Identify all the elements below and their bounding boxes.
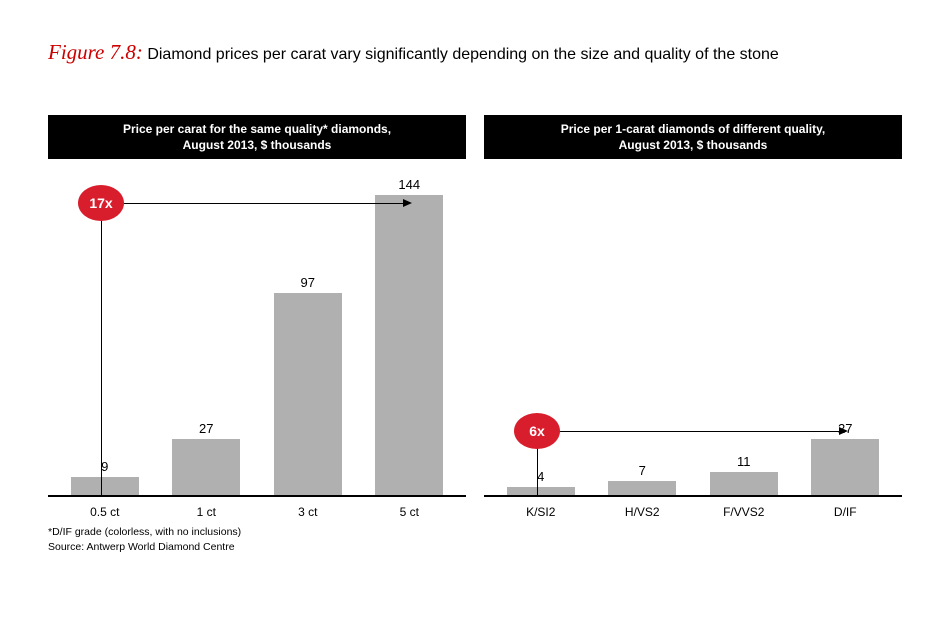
left-vertical-line (101, 203, 102, 497)
right-bars-container: 471127 (484, 197, 902, 497)
bar (274, 293, 342, 495)
right-arrow-line (544, 431, 839, 432)
x-axis-label: H/VS2 (603, 505, 681, 519)
right-header-line2: August 2013, $ thousands (492, 137, 894, 153)
right-x-labels: K/SI2 H/VS2 F/VVS2 D/IF (484, 505, 902, 519)
x-axis-label: 3 ct (269, 505, 347, 519)
bar (172, 439, 240, 495)
x-axis-label: 5 ct (370, 505, 448, 519)
left-chart-area: 17x 9 27 97 144 0.5 ct 1 ct 3 ct 5 ct (48, 169, 466, 519)
left-arrow-line (108, 203, 403, 204)
bar (710, 472, 778, 495)
footnote-line2: Source: Antwerp World Diamond Centre (48, 540, 466, 554)
bar (507, 487, 575, 495)
right-chart-panel: Price per 1-carat diamonds of different … (484, 115, 902, 554)
left-chart-header: Price per carat for the same quality* di… (48, 115, 466, 159)
x-axis-label: D/IF (806, 505, 884, 519)
bar-group: 144 (370, 177, 448, 495)
left-chart-panel: Price per carat for the same quality* di… (48, 115, 466, 554)
footnote-line1: *D/IF grade (colorless, with no inclusio… (48, 525, 466, 539)
left-header-line2: August 2013, $ thousands (56, 137, 458, 153)
right-arrow-head-icon (839, 427, 848, 435)
x-axis-label: 1 ct (167, 505, 245, 519)
x-axis-label: F/VVS2 (705, 505, 783, 519)
x-axis-label: 0.5 ct (66, 505, 144, 519)
left-header-line1: Price per carat for the same quality* di… (56, 121, 458, 137)
bar-group: 11 (705, 454, 783, 495)
figure-caption: Diamond prices per carat vary significan… (143, 46, 779, 63)
bar-value-label: 97 (301, 275, 315, 290)
bar-value-label: 4 (537, 469, 544, 484)
bar-value-label: 7 (639, 463, 646, 478)
figure-title: Figure 7.8: Diamond prices per carat var… (48, 40, 902, 65)
right-badge-text: 6x (529, 423, 545, 439)
charts-row: Price per carat for the same quality* di… (48, 115, 902, 554)
bar (608, 481, 676, 496)
bar-group: 97 (269, 275, 347, 495)
x-axis-label: K/SI2 (502, 505, 580, 519)
bar (71, 477, 139, 496)
bar-group: 4 (502, 469, 580, 495)
figure-label: Figure 7.8: (48, 40, 143, 64)
left-arrow-head-icon (403, 199, 412, 207)
bar-group: 7 (603, 463, 681, 496)
left-x-labels: 0.5 ct 1 ct 3 ct 5 ct (48, 505, 466, 519)
right-header-line1: Price per 1-carat diamonds of different … (492, 121, 894, 137)
bar-group: 27 (167, 421, 245, 495)
left-badge-text: 17x (89, 195, 112, 211)
bar (811, 439, 879, 495)
bar-value-label: 9 (101, 459, 108, 474)
bar-value-label: 144 (398, 177, 420, 192)
bar (375, 195, 443, 495)
bar-value-label: 27 (199, 421, 213, 436)
footnotes: *D/IF grade (colorless, with no inclusio… (48, 525, 466, 553)
bar-value-label: 11 (737, 454, 751, 469)
right-chart-header: Price per 1-carat diamonds of different … (484, 115, 902, 159)
bar-group: 9 (66, 459, 144, 496)
right-chart-area: 6x 471127 K/SI2H/VS2F/VVS2D/IF (484, 169, 902, 519)
left-bars-container: 92797144 (48, 197, 466, 497)
